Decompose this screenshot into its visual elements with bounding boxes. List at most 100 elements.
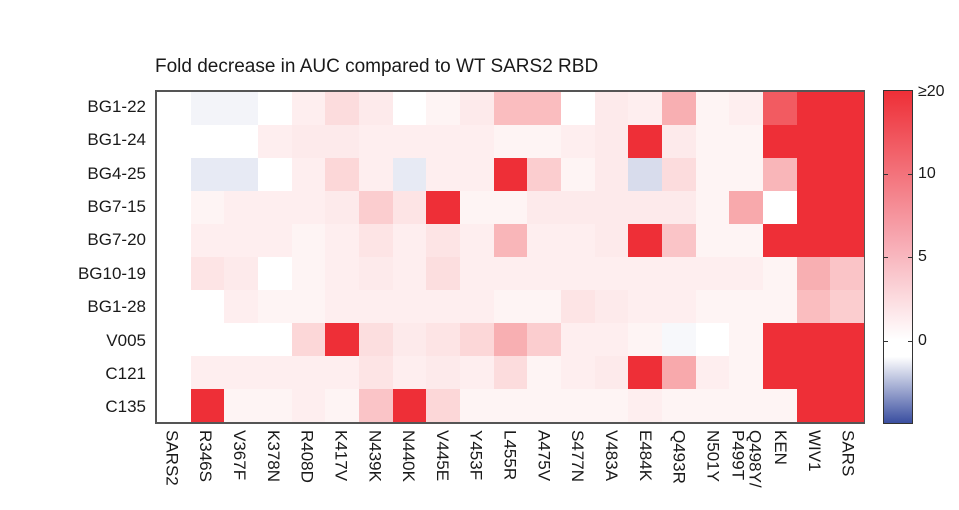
colorbar-tick bbox=[883, 257, 888, 258]
heatmap-cell bbox=[258, 323, 292, 356]
heatmap-cell bbox=[157, 224, 191, 257]
heatmap-cell bbox=[594, 257, 629, 290]
heatmap-cell bbox=[594, 356, 629, 389]
heatmap-cell bbox=[594, 224, 629, 257]
heatmap-cell bbox=[729, 356, 763, 389]
heatmap-cell bbox=[594, 323, 629, 356]
row-label: BG7-20 bbox=[87, 230, 146, 250]
heatmap-cell bbox=[695, 191, 730, 224]
column-label: K378N bbox=[263, 430, 283, 482]
heatmap-cell bbox=[224, 224, 258, 257]
heatmap-cell bbox=[729, 224, 763, 257]
heatmap-cell bbox=[763, 257, 797, 290]
heatmap-cell bbox=[460, 92, 494, 125]
heatmap-cell bbox=[662, 158, 696, 191]
heatmap-cell bbox=[830, 191, 864, 224]
heatmap-cell bbox=[258, 158, 292, 191]
heatmap-cell bbox=[258, 125, 292, 158]
colorbar-tick bbox=[908, 257, 913, 258]
column-label: Y453F bbox=[466, 430, 486, 481]
column-label: WIV1 bbox=[804, 430, 824, 472]
heatmap-cell bbox=[359, 323, 393, 356]
heatmap-cell bbox=[628, 356, 662, 389]
heatmap-cell bbox=[359, 191, 393, 224]
heatmap-cell bbox=[527, 224, 561, 257]
heatmap-cell bbox=[796, 158, 831, 191]
heatmap-cell bbox=[763, 290, 797, 323]
heatmap-cell bbox=[325, 257, 359, 290]
heatmap-cell bbox=[460, 158, 494, 191]
heatmap-cell bbox=[830, 224, 864, 257]
heatmap-cell bbox=[460, 356, 494, 389]
heatmap-cell bbox=[325, 125, 359, 158]
heatmap-cell bbox=[325, 389, 359, 422]
heatmap-cell bbox=[628, 257, 662, 290]
heatmap-cell bbox=[729, 92, 763, 125]
heatmap-cell bbox=[190, 224, 225, 257]
heatmap-cell bbox=[763, 191, 797, 224]
heatmap-cell bbox=[359, 92, 393, 125]
heatmap-cell bbox=[830, 257, 864, 290]
heatmap-cell bbox=[763, 92, 797, 125]
heatmap-cell bbox=[763, 356, 797, 389]
heatmap-cell bbox=[763, 125, 797, 158]
heatmap-cell bbox=[830, 290, 864, 323]
heatmap-cell bbox=[594, 191, 629, 224]
heatmap-cell bbox=[258, 92, 292, 125]
heatmap-cell bbox=[224, 257, 258, 290]
heatmap-cell bbox=[561, 323, 595, 356]
heatmap-cell bbox=[662, 290, 696, 323]
column-label: N439K bbox=[365, 430, 385, 482]
heatmap-cell bbox=[460, 290, 494, 323]
heatmap-cell bbox=[695, 224, 730, 257]
colorbar-label: 0 bbox=[918, 331, 927, 349]
row-label: BG1-24 bbox=[87, 130, 146, 150]
heatmap-cell bbox=[190, 257, 225, 290]
heatmap-cell bbox=[426, 158, 460, 191]
heatmap-cell bbox=[662, 224, 696, 257]
heatmap-cell bbox=[157, 323, 191, 356]
heatmap-cell bbox=[258, 356, 292, 389]
heatmap-cell bbox=[190, 389, 225, 422]
heatmap-cell bbox=[460, 323, 494, 356]
colorbar-tick bbox=[908, 173, 913, 175]
heatmap-cell bbox=[190, 323, 225, 356]
heatmap-cell bbox=[628, 290, 662, 323]
heatmap-cell bbox=[258, 191, 292, 224]
heatmap-cell bbox=[493, 92, 528, 125]
heatmap-cell bbox=[796, 125, 831, 158]
heatmap-cell bbox=[527, 92, 561, 125]
heatmap-cell bbox=[392, 323, 427, 356]
heatmap-cell bbox=[561, 224, 595, 257]
heatmap-cell bbox=[527, 389, 561, 422]
heatmap-cell bbox=[325, 290, 359, 323]
heatmap-cell bbox=[291, 158, 326, 191]
column-label: V483A bbox=[601, 430, 621, 482]
row-label: BG1-22 bbox=[87, 96, 146, 116]
heatmap-cell bbox=[695, 323, 730, 356]
column-label: R346S bbox=[196, 430, 216, 482]
heatmap-cell bbox=[493, 125, 528, 158]
column-label: SARS bbox=[838, 430, 858, 477]
heatmap-cell bbox=[763, 323, 797, 356]
heatmap-cell bbox=[291, 323, 326, 356]
heatmap-cell bbox=[325, 323, 359, 356]
heatmap-cell bbox=[594, 389, 629, 422]
column-label: K417V bbox=[331, 430, 351, 482]
heatmap-cell bbox=[628, 92, 662, 125]
heatmap-cell bbox=[392, 290, 427, 323]
heatmap-cell bbox=[392, 356, 427, 389]
column-label: L455R bbox=[500, 430, 520, 481]
row-label: V005 bbox=[106, 330, 146, 350]
heatmap-cell bbox=[662, 356, 696, 389]
heatmap-cell bbox=[662, 323, 696, 356]
heatmap-cell bbox=[695, 125, 730, 158]
heatmap-cell bbox=[662, 125, 696, 158]
heatmap-cell bbox=[359, 158, 393, 191]
heatmap-cell bbox=[392, 191, 427, 224]
heatmap-cell bbox=[359, 257, 393, 290]
heatmap-cell bbox=[224, 125, 258, 158]
heatmap-cell bbox=[224, 191, 258, 224]
heatmap-cell bbox=[258, 290, 292, 323]
heatmap-cell bbox=[493, 257, 528, 290]
